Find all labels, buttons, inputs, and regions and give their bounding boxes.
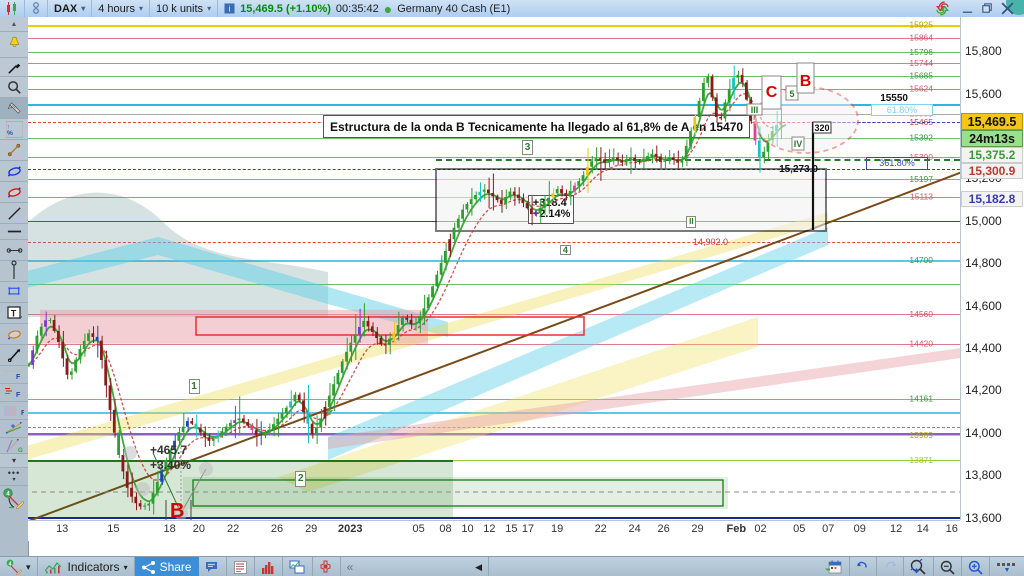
- svg-text:III: III: [751, 105, 759, 115]
- svg-text:F: F: [16, 392, 21, 398]
- svg-text:B: B: [800, 73, 812, 90]
- svg-text:F: F: [21, 410, 24, 417]
- svg-text:T: T: [11, 308, 17, 318]
- svg-text:%: %: [6, 130, 12, 137]
- svg-text:i: i: [229, 4, 231, 13]
- svg-text:320: 320: [814, 123, 829, 133]
- svg-text:↗: ↗: [19, 315, 22, 321]
- svg-text:F: F: [16, 374, 21, 380]
- svg-text:C: C: [766, 84, 778, 101]
- svg-text:5: 5: [789, 89, 794, 99]
- svg-text:G: G: [18, 448, 23, 453]
- svg-text:IV: IV: [794, 139, 803, 149]
